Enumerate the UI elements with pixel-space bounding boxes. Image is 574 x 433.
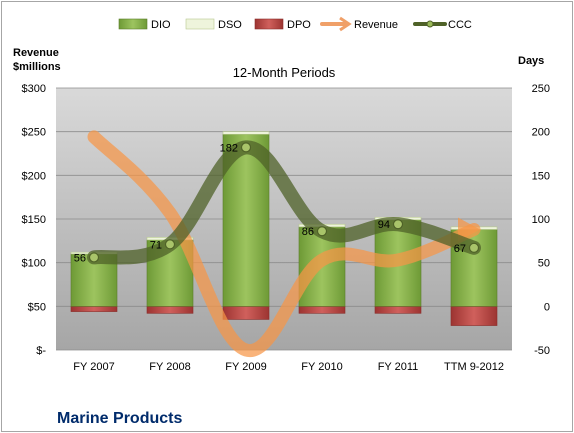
ccc-point xyxy=(88,252,100,263)
right-tick-label: -50 xyxy=(534,345,550,357)
ccc-series xyxy=(87,140,481,265)
ccc-data-label: 56 xyxy=(74,252,86,264)
category-label: TTM 9-2012 xyxy=(444,361,504,373)
left-tick-label: $100 xyxy=(22,258,46,270)
ccc-point xyxy=(164,239,176,250)
left-axis-ticks: $- $50 $100 $150 $200 $250 $300 xyxy=(22,83,47,357)
legend-label-ccc: CCC xyxy=(448,19,472,31)
left-tick-label: $150 xyxy=(22,214,46,226)
right-axis-title: Days xyxy=(518,55,544,67)
right-tick-label: 100 xyxy=(532,214,550,226)
category-label: FY 2009 xyxy=(225,361,266,373)
right-tick-label: 200 xyxy=(532,127,550,139)
ccc-data-label: 182 xyxy=(220,142,238,154)
ccc-data-label: 71 xyxy=(150,239,162,251)
ccc-data-labels: 56 71 182 86 94 67 xyxy=(74,142,466,264)
category-label: FY 2007 xyxy=(73,361,114,373)
ccc-point xyxy=(240,142,252,153)
left-tick-label: $- xyxy=(36,345,46,357)
ccc-data-label: 67 xyxy=(454,243,466,255)
legend-label-dpo: DPO xyxy=(287,19,311,31)
dpo-bar xyxy=(146,306,194,314)
category-label: FY 2010 xyxy=(301,361,342,373)
legend: DIO DSO DPO Revenue CCC xyxy=(118,16,472,32)
legend-swatch-dso xyxy=(185,18,215,30)
chart-title: 12-Month Periods xyxy=(233,65,336,80)
dpo-bar xyxy=(450,306,498,326)
left-tick-label: $300 xyxy=(22,83,46,95)
ccc-point xyxy=(392,219,404,230)
revenue-arrowhead xyxy=(458,217,480,242)
left-axis-title-line2: $millions xyxy=(13,61,61,73)
left-tick-label: $200 xyxy=(22,170,46,182)
right-tick-label: 250 xyxy=(532,83,550,95)
ccc-point xyxy=(468,242,480,253)
legend-label-dso: DSO xyxy=(218,19,242,31)
revenue-series xyxy=(87,130,481,357)
right-tick-label: 50 xyxy=(538,258,550,270)
ccc-data-label: 86 xyxy=(302,226,314,238)
left-axis-title-line1: Revenue xyxy=(13,47,59,59)
left-tick-label: $50 xyxy=(28,301,46,313)
category-label: FY 2008 xyxy=(149,361,190,373)
dpo-bar xyxy=(374,306,422,314)
category-axis: FY 2007 FY 2008 FY 2009 FY 2010 FY 2011 TTM 9… xyxy=(73,361,504,373)
right-tick-label: 0 xyxy=(544,301,550,313)
ccc-point xyxy=(316,226,328,237)
right-axis-ticks: -50 0 50 100 150 200 250 xyxy=(532,83,550,357)
ccc-data-label: 94 xyxy=(378,219,390,231)
dpo-bar xyxy=(298,306,346,314)
legend-marker-ccc xyxy=(426,20,434,28)
dpo-bar xyxy=(70,306,118,312)
right-tick-label: 150 xyxy=(532,170,550,182)
dso-bar xyxy=(222,131,270,135)
left-tick-label: $250 xyxy=(22,127,46,139)
company-title: Marine Products xyxy=(57,410,182,427)
category-label: FY 2011 xyxy=(378,361,419,373)
legend-swatch-dpo xyxy=(254,18,284,30)
dpo-bar xyxy=(222,306,270,320)
legend-label-dio: DIO xyxy=(151,19,171,31)
legend-swatch-dio xyxy=(118,18,148,30)
revenue-line xyxy=(87,130,481,357)
legend-arrow-revenue xyxy=(339,16,352,32)
legend-label-revenue: Revenue xyxy=(354,19,398,31)
